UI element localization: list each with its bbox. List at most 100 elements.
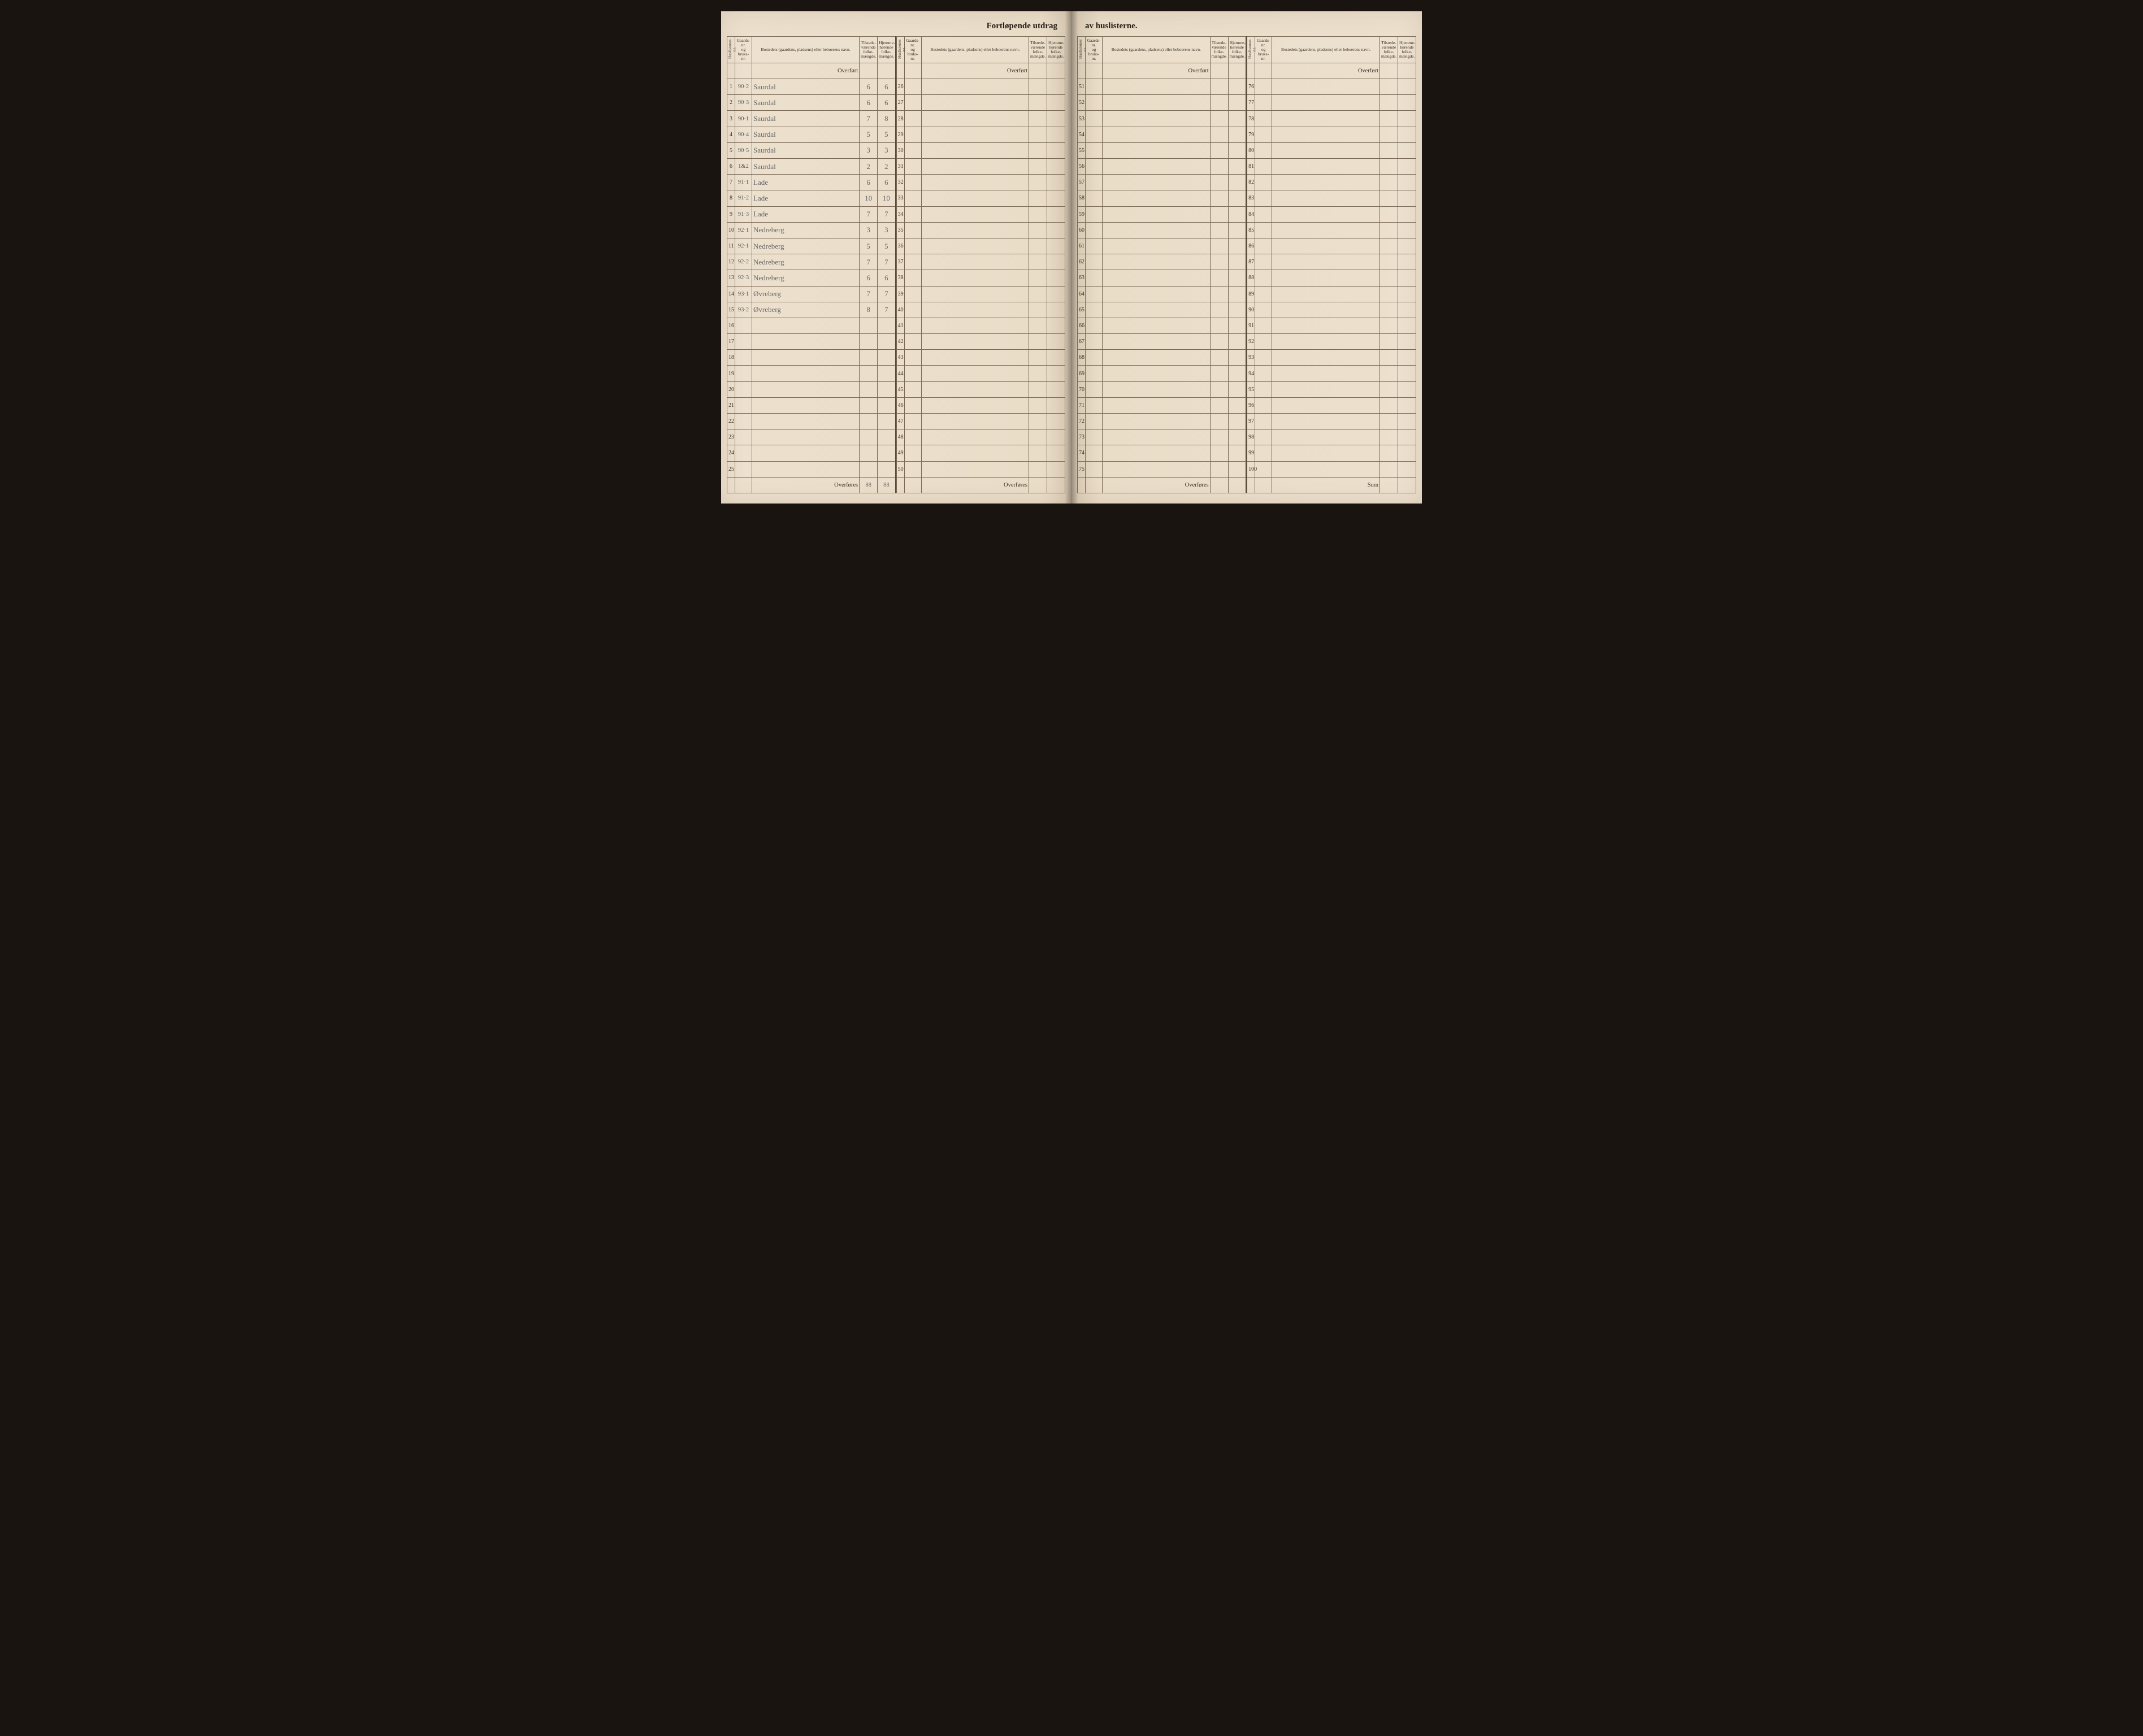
row-tilstede	[1380, 238, 1398, 254]
row-gaards	[1086, 111, 1103, 127]
col-bosted: Bostedets (gaardens, pladsens) eller beb…	[1272, 37, 1380, 63]
table-row: 4 90·4 Saurdal 5 5	[727, 127, 896, 142]
row-gaards	[904, 429, 921, 445]
row-number: 82	[1247, 175, 1255, 190]
row-name	[1103, 381, 1211, 397]
row-gaards	[904, 254, 921, 270]
col-hjemme: Hjemme-hørendefolke-mængde.	[1047, 37, 1065, 63]
row-number: 27	[896, 95, 904, 111]
row-number: 13	[727, 270, 735, 286]
row-name	[752, 414, 860, 429]
row-number: 72	[1078, 414, 1086, 429]
row-hjemme	[1228, 270, 1246, 286]
table-row: 99	[1247, 445, 1416, 461]
row-number: 49	[896, 445, 904, 461]
row-gaards	[1255, 222, 1272, 238]
row-gaards	[1255, 445, 1272, 461]
table-row: 10 92·1 Nedreberg 3 3	[727, 222, 896, 238]
row-tilstede	[860, 318, 878, 333]
row-name	[1272, 397, 1380, 413]
row-hjemme	[1228, 445, 1246, 461]
row-name	[1103, 302, 1211, 318]
table-row: 92	[1247, 334, 1416, 350]
table-row: 41	[896, 318, 1065, 333]
row-hjemme	[1228, 397, 1246, 413]
row-gaards	[904, 79, 921, 95]
overfort-label: Overført	[1272, 63, 1380, 79]
row-gaards	[1255, 461, 1272, 477]
row-number: 99	[1247, 445, 1255, 461]
row-number: 63	[1078, 270, 1086, 286]
row-hjemme	[1398, 334, 1416, 350]
row-tilstede	[1210, 286, 1228, 302]
row-name	[1272, 270, 1380, 286]
row-number: 38	[896, 270, 904, 286]
row-name	[1103, 190, 1211, 206]
row-name	[1103, 461, 1211, 477]
row-gaards	[1255, 159, 1272, 175]
row-gaards	[1255, 111, 1272, 127]
row-tilstede	[1210, 175, 1228, 190]
row-number: 93	[1247, 350, 1255, 366]
row-hjemme	[1398, 286, 1416, 302]
row-number: 31	[896, 159, 904, 175]
row-hjemme	[1228, 381, 1246, 397]
table-row: 71	[1078, 397, 1247, 413]
row-name	[1272, 79, 1380, 95]
row-number: 95	[1247, 381, 1255, 397]
page-left: Fortløpende utdrag Huslistenes nr. Gaard…	[721, 11, 1072, 504]
row-name	[1103, 350, 1211, 366]
row-tilstede: 6	[860, 95, 878, 111]
row-tilstede	[1380, 111, 1398, 127]
row-name: Øvreberg	[752, 302, 860, 318]
row-tilstede	[1380, 270, 1398, 286]
table-row: 20	[727, 381, 896, 397]
table-row: 44	[896, 366, 1065, 381]
table-row: 5 90·5 Saurdal 3 3	[727, 142, 896, 158]
row-hjemme	[1228, 190, 1246, 206]
row-name	[1103, 429, 1211, 445]
row-number: 61	[1078, 238, 1086, 254]
footer-label: Overføres	[752, 477, 860, 493]
row-hjemme	[1047, 366, 1065, 381]
row-hjemme	[1398, 175, 1416, 190]
row-hjemme	[1047, 381, 1065, 397]
row-hjemme	[878, 445, 896, 461]
table-row: 82	[1247, 175, 1416, 190]
footer-label: Overføres	[1103, 477, 1211, 493]
row-number: 45	[896, 381, 904, 397]
row-number: 37	[896, 254, 904, 270]
table-row: 89	[1247, 286, 1416, 302]
col-tilstede: Tilstede-værendefolke-mængde.	[860, 37, 878, 63]
row-tilstede: 7	[860, 286, 878, 302]
row-tilstede	[1029, 270, 1047, 286]
row-name	[1272, 175, 1380, 190]
row-hjemme: 6	[878, 270, 896, 286]
row-gaards	[904, 190, 921, 206]
row-name	[1272, 334, 1380, 350]
row-hjemme	[1047, 318, 1065, 333]
row-gaards	[1086, 381, 1103, 397]
row-tilstede	[860, 366, 878, 381]
row-hjemme: 3	[878, 222, 896, 238]
row-gaards	[1086, 127, 1103, 142]
row-name	[1103, 318, 1211, 333]
table-row: 33	[896, 190, 1065, 206]
table-row: 66	[1078, 318, 1247, 333]
row-gaards	[1255, 127, 1272, 142]
row-tilstede	[860, 334, 878, 350]
row-name	[1103, 142, 1211, 158]
row-number: 25	[727, 461, 735, 477]
row-hjemme	[1398, 350, 1416, 366]
row-hjemme	[1398, 445, 1416, 461]
row-gaards	[904, 95, 921, 111]
ledger-block-1: Huslistenes nr. Gaards-nr.ogbruks-nr. Bo…	[727, 36, 896, 493]
row-tilstede: 6	[860, 79, 878, 95]
row-name: Lade	[752, 190, 860, 206]
row-hjemme	[1047, 111, 1065, 127]
row-gaards	[1086, 302, 1103, 318]
row-gaards	[1086, 175, 1103, 190]
row-tilstede	[1029, 397, 1047, 413]
row-name	[1103, 127, 1211, 142]
row-hjemme	[1047, 222, 1065, 238]
